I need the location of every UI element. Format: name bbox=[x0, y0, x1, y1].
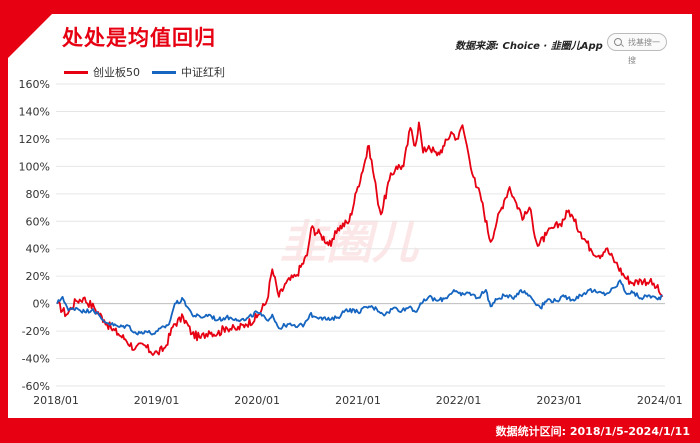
legend-label-cyb: 创业板50 bbox=[93, 66, 140, 79]
x-tick-label: 2019/01 bbox=[134, 394, 180, 407]
y-tick-label: 120% bbox=[19, 133, 50, 146]
y-tick-label: 40% bbox=[26, 243, 50, 256]
y-tick-label: 140% bbox=[19, 105, 50, 118]
date-range-footer: 数据统计区间: 2018/1/5-2024/1/11 bbox=[495, 425, 690, 438]
y-tick-label: 80% bbox=[26, 188, 50, 201]
y-tick-label: -60% bbox=[22, 380, 50, 393]
search-placeholder: 找基搜一搜 bbox=[628, 38, 660, 65]
x-tick-label: 2022/01 bbox=[436, 394, 482, 407]
y-tick-label: 100% bbox=[19, 160, 50, 173]
legend-item-zzhl: 中证红利 bbox=[152, 64, 225, 80]
chart-title: 处处是均值回归 bbox=[62, 26, 216, 50]
legend-swatch-cyb bbox=[64, 70, 88, 74]
y-tick-label: -20% bbox=[22, 325, 50, 338]
legend-swatch-zzhl bbox=[152, 70, 176, 74]
y-tick-label: 20% bbox=[26, 270, 50, 283]
y-tick-label: 160% bbox=[19, 78, 50, 91]
search-icon bbox=[614, 38, 622, 46]
data-source-label: 数据来源: Choice · 韭圈儿App bbox=[455, 41, 603, 52]
x-tick-label: 2021/01 bbox=[335, 394, 381, 407]
grid-lines bbox=[56, 83, 665, 387]
corner-accent bbox=[8, 14, 52, 58]
watermark: 韭圈儿 bbox=[280, 215, 420, 269]
legend-label-zzhl: 中证红利 bbox=[181, 66, 225, 79]
series-lines bbox=[56, 121, 664, 357]
y-axis-ticks: -60% -40% -20% 0% 20% 40% 60% 80% 100% 120% 140% 16… bbox=[19, 78, 50, 393]
x-axis-ticks: 2018/01 2019/01 2020/01 2021/01 2022/01 2023/… bbox=[33, 394, 682, 407]
x-tick-label: 2020/01 bbox=[234, 394, 280, 407]
search-box[interactable]: 找基搜一搜 bbox=[607, 33, 667, 65]
x-tick-label: 2024/01 bbox=[637, 394, 683, 407]
y-tick-label: -40% bbox=[22, 353, 50, 366]
y-tick-label: 60% bbox=[26, 215, 50, 228]
series-line-zzhl bbox=[56, 279, 663, 336]
legend-item-cyb: 创业板50 bbox=[64, 64, 140, 80]
x-tick-label: 2023/01 bbox=[536, 394, 582, 407]
series-line-cyb bbox=[56, 121, 664, 357]
x-tick-label: 2018/01 bbox=[33, 394, 79, 407]
legend: 创业板50 中证红利 bbox=[64, 64, 237, 80]
y-tick-label: 0% bbox=[33, 298, 50, 311]
